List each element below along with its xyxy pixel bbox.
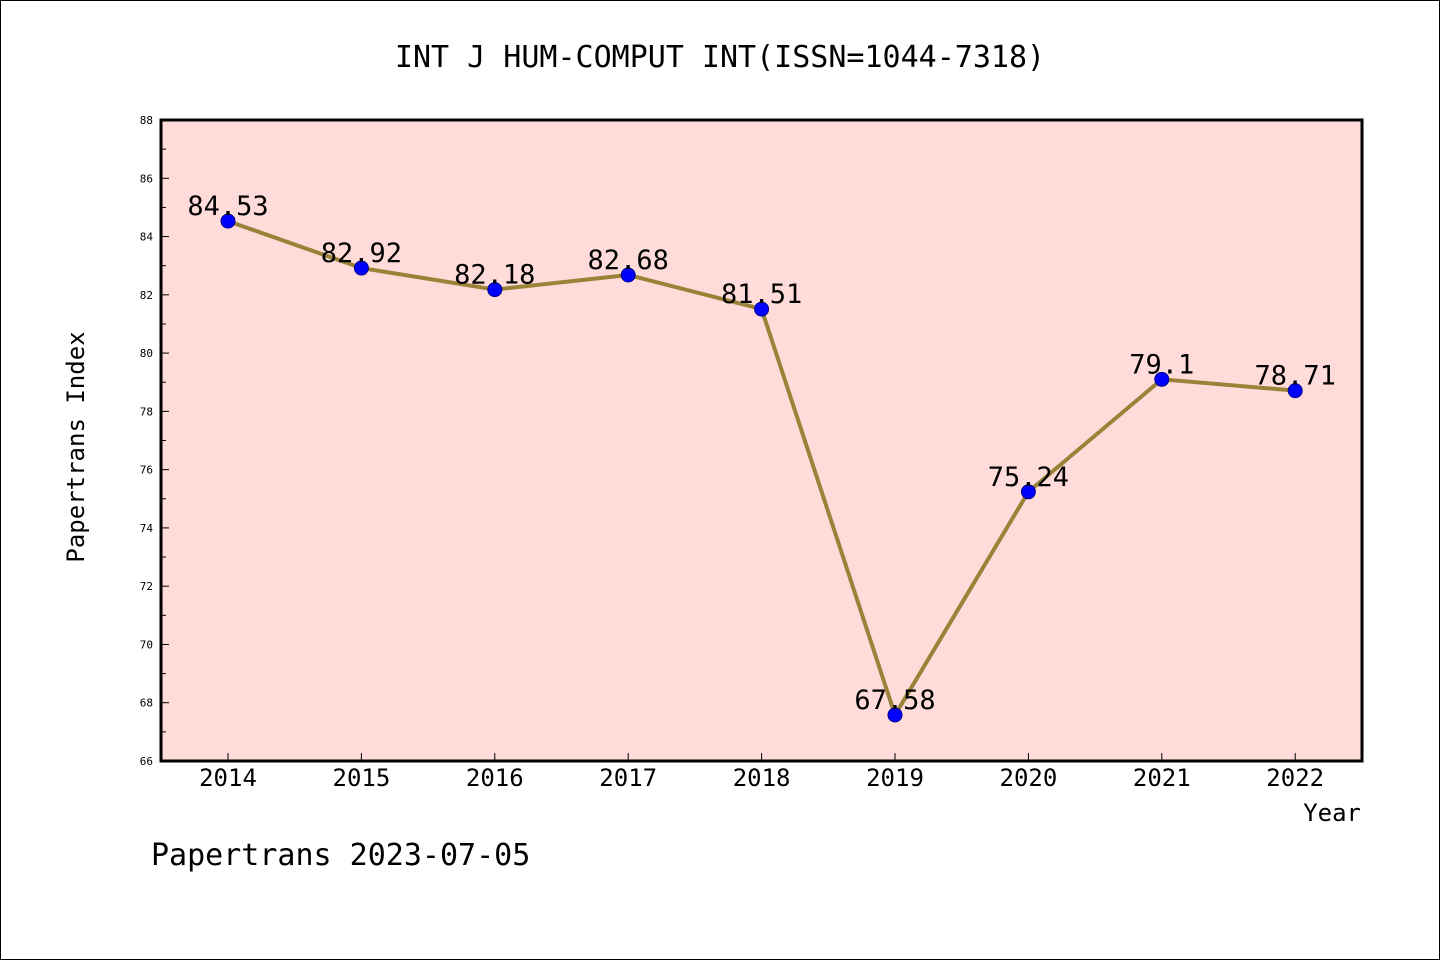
- data-point: [1287, 383, 1303, 399]
- data-label: 67.58: [854, 685, 935, 716]
- data-point: [353, 260, 369, 276]
- data-point: [220, 213, 236, 229]
- x-axis: 2014 2015 2016 2017 2018 2019 2020 2021 2022: [199, 753, 1324, 792]
- y-tick-label: 68: [140, 697, 153, 710]
- y-tick-label: 72: [140, 580, 153, 593]
- data-label: 81.51: [721, 279, 802, 310]
- y-tick-label: 78: [140, 405, 153, 418]
- markers-group: [220, 213, 1303, 723]
- y-tick-label: 88: [140, 114, 153, 127]
- y-tick-label: 82: [140, 289, 153, 302]
- plot-frame: [159, 118, 1364, 763]
- y-axis: 66 68 70 72 74 76 78 80 82 84 86 88: [140, 114, 169, 768]
- footer-text: Papertrans 2023-07-05: [151, 838, 530, 873]
- data-label: 75.24: [988, 462, 1069, 493]
- x-tick-label: 2018: [733, 764, 791, 792]
- data-labels-group: 84.53 82.92 82.18 82.68 81.51 67.58 75.24 79.1 7…: [187, 191, 1335, 716]
- data-label: 78.71: [1255, 361, 1336, 392]
- y-tick-label: 66: [140, 755, 153, 768]
- x-tick-label: 2016: [466, 764, 524, 792]
- data-point: [887, 707, 903, 723]
- data-point: [620, 267, 636, 283]
- y-axis-label: Papertrans Index: [62, 331, 90, 562]
- y-tick-label: 80: [140, 347, 153, 360]
- x-axis-label: Year: [1303, 799, 1361, 827]
- plot-area: [161, 120, 1362, 761]
- data-point: [487, 282, 503, 298]
- y-tick-label: 86: [140, 172, 153, 185]
- y-tick-label: 70: [140, 638, 153, 651]
- chart-title: INT J HUM-COMPUT INT(ISSN=1044-7318): [395, 40, 1045, 75]
- x-tick-label: 2015: [333, 764, 391, 792]
- data-label: 82.68: [588, 245, 669, 276]
- data-point: [754, 301, 770, 317]
- x-tick-label: 2019: [866, 764, 924, 792]
- data-point: [1020, 484, 1036, 500]
- x-tick-label: 2017: [599, 764, 657, 792]
- data-label: 82.18: [454, 260, 535, 291]
- x-tick-label: 2022: [1266, 764, 1324, 792]
- data-point: [1154, 371, 1170, 387]
- x-tick-label: 2021: [1133, 764, 1191, 792]
- data-label: 82.92: [321, 238, 402, 269]
- data-label: 84.53: [187, 191, 268, 222]
- y-tick-label: 84: [140, 231, 154, 244]
- x-tick-label: 2020: [1000, 764, 1058, 792]
- x-tick-label: 2014: [199, 764, 257, 792]
- y-tick-label: 74: [140, 522, 154, 535]
- y-tick-label: 76: [140, 464, 153, 477]
- data-label: 79.1: [1129, 349, 1194, 380]
